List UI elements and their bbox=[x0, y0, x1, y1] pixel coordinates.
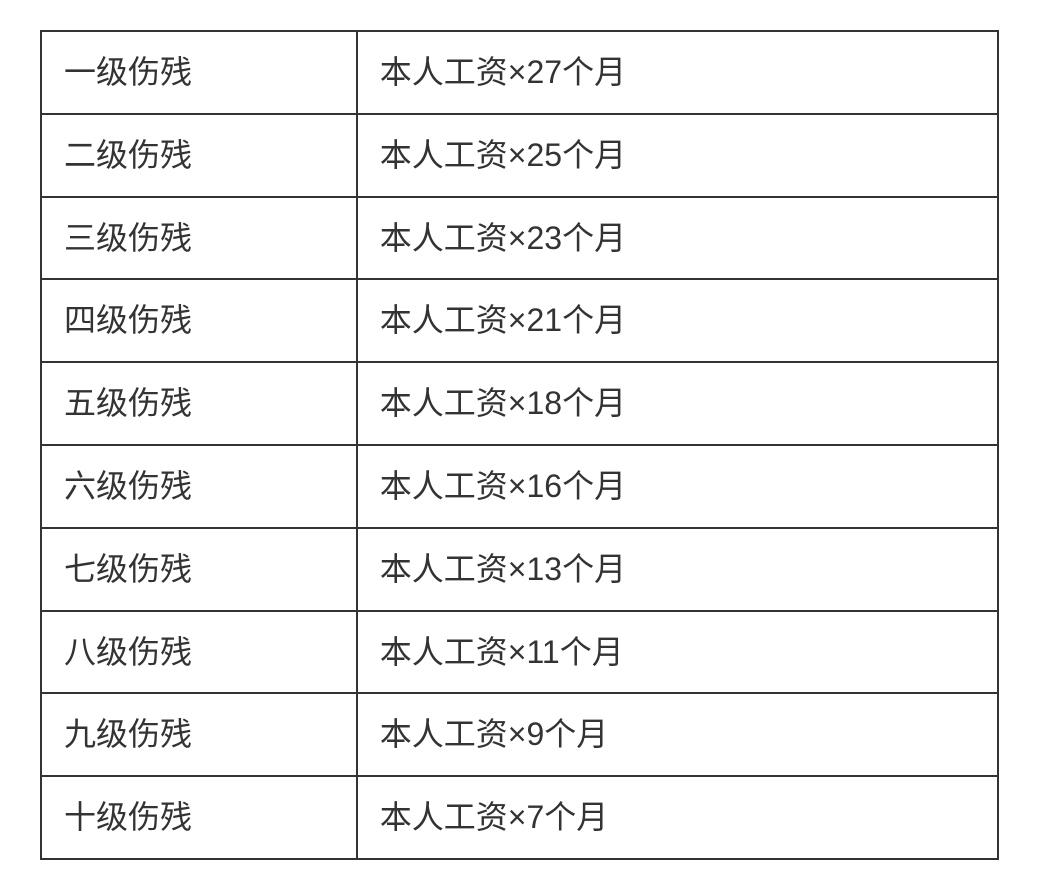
table-body: 一级伤残 本人工资×27个月 二级伤残 本人工资×25个月 三级伤残 本人工资×… bbox=[41, 31, 998, 859]
table-row: 五级伤残 本人工资×18个月 bbox=[41, 362, 998, 445]
cell-amount: 本人工资×18个月 bbox=[357, 362, 998, 445]
cell-amount: 本人工资×27个月 bbox=[357, 31, 998, 114]
table-row: 三级伤残 本人工资×23个月 bbox=[41, 197, 998, 280]
cell-level: 二级伤残 bbox=[41, 114, 357, 197]
table-row: 四级伤残 本人工资×21个月 bbox=[41, 279, 998, 362]
table-row: 八级伤残 本人工资×11个月 bbox=[41, 611, 998, 694]
cell-amount: 本人工资×13个月 bbox=[357, 528, 998, 611]
cell-level: 八级伤残 bbox=[41, 611, 357, 694]
disability-compensation-table: 一级伤残 本人工资×27个月 二级伤残 本人工资×25个月 三级伤残 本人工资×… bbox=[40, 30, 999, 860]
table-row: 七级伤残 本人工资×13个月 bbox=[41, 528, 998, 611]
cell-amount: 本人工资×23个月 bbox=[357, 197, 998, 280]
table-row: 六级伤残 本人工资×16个月 bbox=[41, 445, 998, 528]
table-row: 一级伤残 本人工资×27个月 bbox=[41, 31, 998, 114]
cell-amount: 本人工资×7个月 bbox=[357, 776, 998, 859]
cell-amount: 本人工资×21个月 bbox=[357, 279, 998, 362]
cell-level: 十级伤残 bbox=[41, 776, 357, 859]
cell-amount: 本人工资×9个月 bbox=[357, 693, 998, 776]
cell-level: 七级伤残 bbox=[41, 528, 357, 611]
cell-amount: 本人工资×11个月 bbox=[357, 611, 998, 694]
table-row: 九级伤残 本人工资×9个月 bbox=[41, 693, 998, 776]
cell-level: 四级伤残 bbox=[41, 279, 357, 362]
cell-level: 五级伤残 bbox=[41, 362, 357, 445]
cell-level: 三级伤残 bbox=[41, 197, 357, 280]
cell-level: 九级伤残 bbox=[41, 693, 357, 776]
cell-amount: 本人工资×16个月 bbox=[357, 445, 998, 528]
cell-level: 六级伤残 bbox=[41, 445, 357, 528]
cell-amount: 本人工资×25个月 bbox=[357, 114, 998, 197]
cell-level: 一级伤残 bbox=[41, 31, 357, 114]
table-row: 二级伤残 本人工资×25个月 bbox=[41, 114, 998, 197]
table-row: 十级伤残 本人工资×7个月 bbox=[41, 776, 998, 859]
